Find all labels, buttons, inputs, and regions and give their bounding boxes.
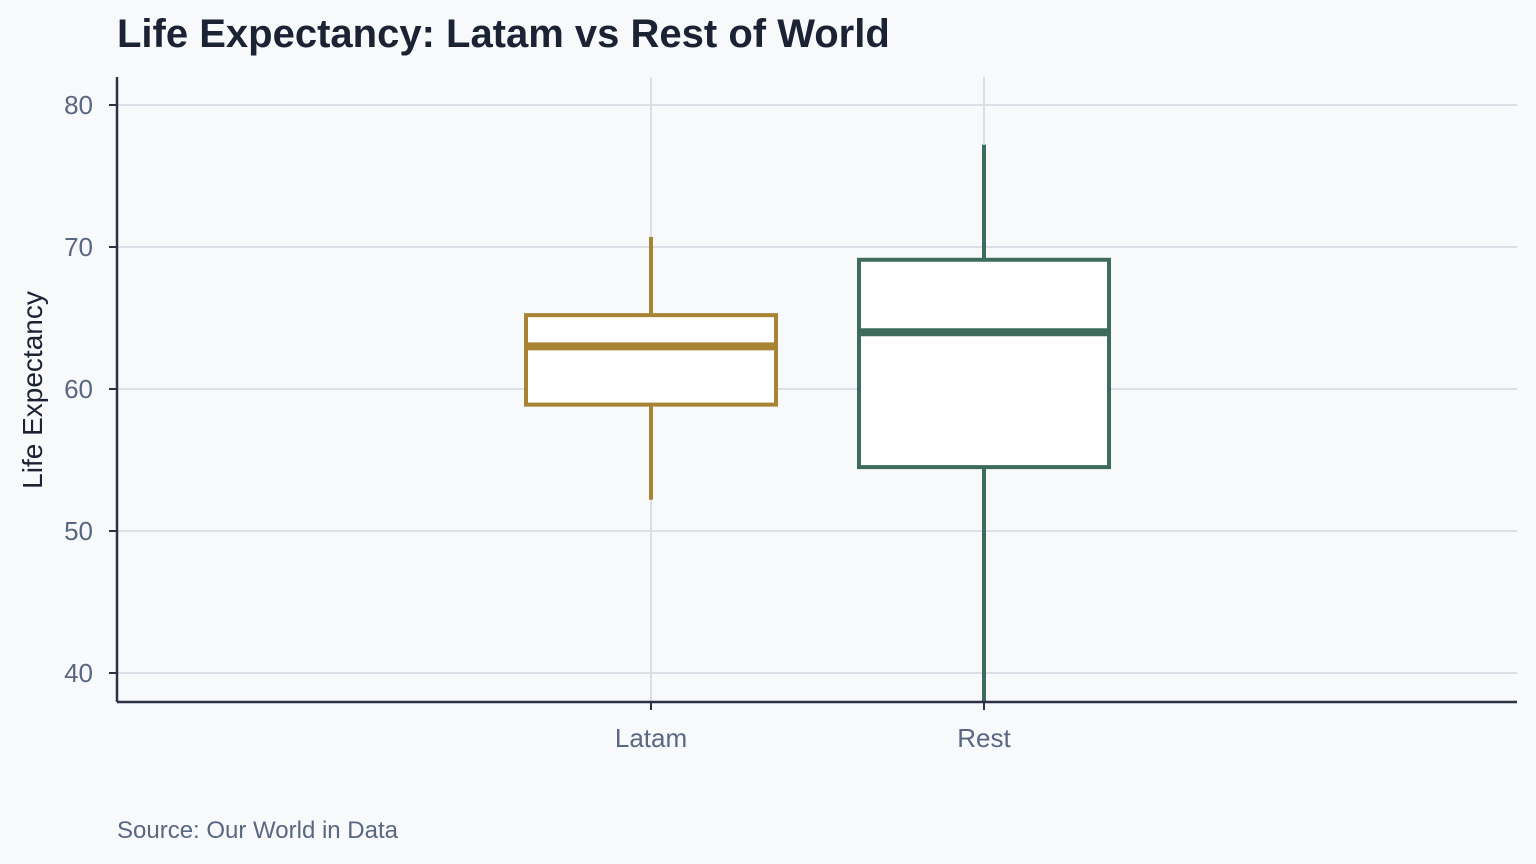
box-latam xyxy=(524,237,778,500)
iqr-box-latam xyxy=(524,313,778,407)
chart-title: Life Expectancy: Latam vs Rest of World xyxy=(117,12,890,56)
y-axis-title: Life Expectancy xyxy=(17,291,48,489)
box-rest xyxy=(857,144,1111,702)
x-tick-label-latam: Latam xyxy=(615,723,687,753)
box-series xyxy=(524,144,1111,702)
y-tick-label-40: 40 xyxy=(64,658,93,688)
y-tick-label-70: 70 xyxy=(64,232,93,262)
source-note: Source: Our World in Data xyxy=(117,817,399,844)
tick-labels: 40 50 60 70 80 Latam Rest xyxy=(64,90,1011,753)
y-tick-label-50: 50 xyxy=(64,516,93,546)
y-tick-label-60: 60 xyxy=(64,374,93,404)
iqr-box-rest xyxy=(857,257,1111,470)
x-tick-label-rest: Rest xyxy=(957,723,1011,753)
grid-lines xyxy=(117,77,1517,702)
y-tick-label-80: 80 xyxy=(64,90,93,120)
